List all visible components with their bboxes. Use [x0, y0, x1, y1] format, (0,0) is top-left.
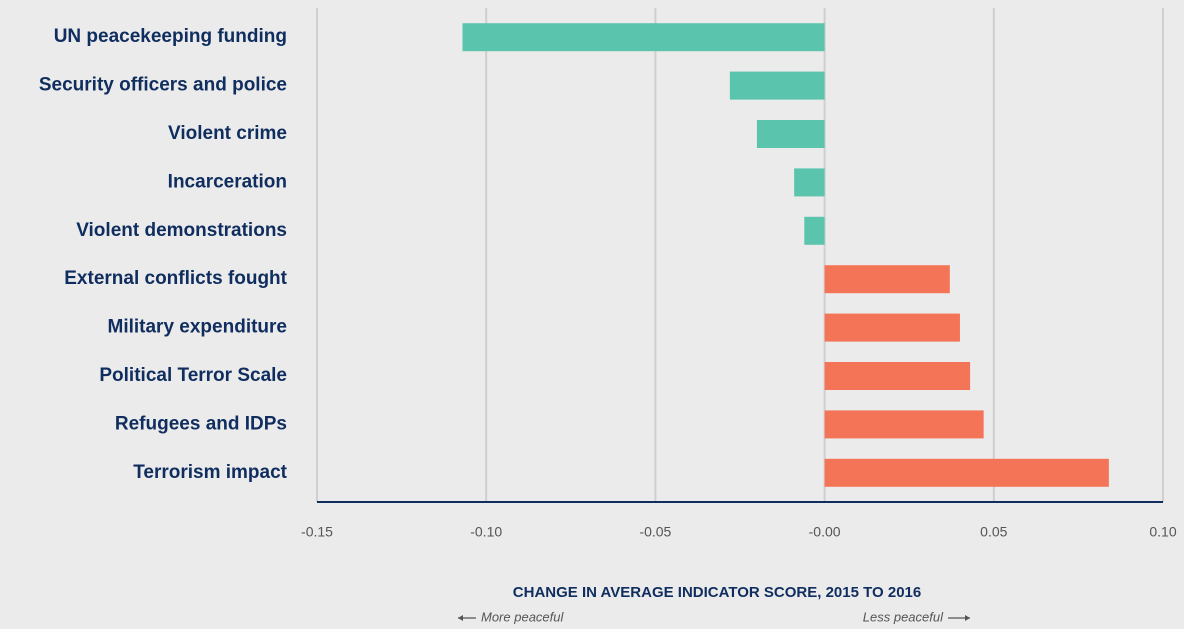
y-tick-label: Violent demonstrations	[76, 220, 287, 241]
y-tick-label: Refugees and IDPs	[115, 413, 287, 434]
x-tick-label: -0.05	[639, 524, 671, 540]
annotation-left: More peaceful	[481, 609, 564, 624]
bar	[794, 168, 825, 197]
y-tick-label: Violent crime	[168, 123, 287, 144]
x-tick-label: -0.10	[470, 524, 502, 540]
x-tick-label: -0.15	[301, 524, 333, 540]
arrow-left-head	[458, 615, 463, 621]
y-tick-label: Political Terror Scale	[99, 365, 287, 386]
bar	[824, 410, 984, 439]
y-tick-label: UN peacekeeping funding	[54, 26, 287, 47]
bar	[824, 362, 971, 390]
y-tick-label: Military expenditure	[108, 317, 288, 338]
arrow-right-head	[965, 615, 970, 621]
bar	[729, 71, 825, 100]
bar	[756, 120, 825, 148]
bar	[824, 313, 960, 342]
y-tick-label: Incarceration	[168, 171, 287, 192]
bar	[462, 23, 825, 52]
bar	[804, 216, 825, 245]
bar	[824, 458, 1109, 487]
y-tick-label: Security officers and police	[39, 75, 287, 96]
y-tick-label: External conflicts fought	[64, 268, 287, 289]
x-tick-label: 0.10	[1149, 524, 1176, 540]
axis-title: CHANGE IN AVERAGE INDICATOR SCORE, 2015 …	[513, 584, 921, 601]
x-tick-label: -0.00	[809, 524, 841, 540]
annotation-right: Less peaceful	[863, 609, 944, 624]
y-tick-label: Terrorism impact	[133, 462, 287, 483]
x-tick-label: 0.05	[980, 524, 1007, 540]
bar	[824, 265, 950, 294]
